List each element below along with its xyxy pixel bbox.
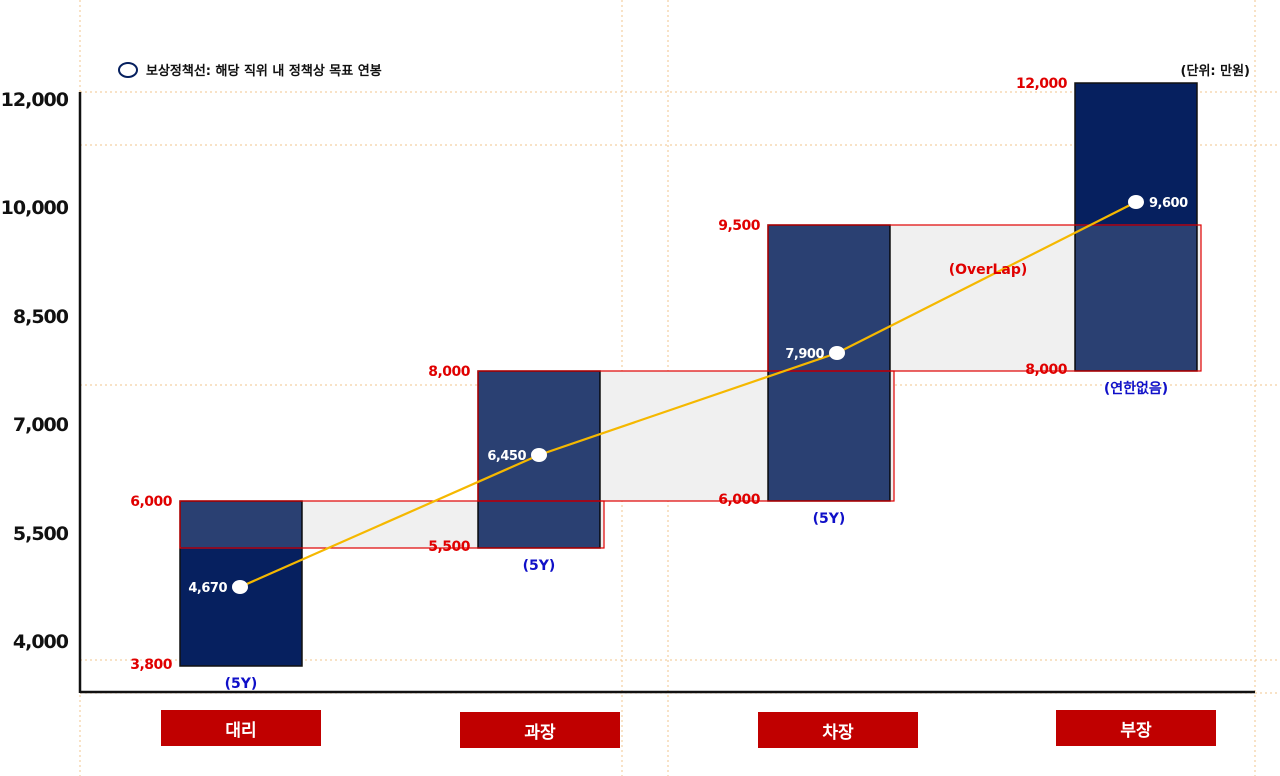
policy-line: 4,670 6,450 7,900 9,600 [188, 195, 1189, 596]
range-note-label: (5Y) [813, 511, 846, 527]
range-note-label: (5Y) [523, 558, 556, 574]
range-bars [179, 82, 1198, 667]
overlap-band-borders [179, 224, 1202, 549]
policy-point [232, 580, 248, 594]
y-tick-label: 4,000 [13, 631, 69, 653]
range-max-label: 6,000 [130, 494, 173, 510]
range-max-label: 9,500 [718, 218, 761, 234]
category-label: 대리 [161, 710, 321, 746]
policy-value-label: 9,600 [1149, 196, 1188, 211]
range-max-label: 12,000 [1016, 76, 1068, 92]
overlap-band-border [767, 224, 1202, 372]
overlap-label: (OverLap) [949, 262, 1028, 278]
policy-line-path [239, 201, 1137, 589]
legend: 보상정책선: 해당 직위 내 정책상 목표 연봉 [118, 62, 382, 79]
y-axis-ticks: 4,000 5,500 7,000 8,500 10,000 12,000 [1, 89, 70, 653]
bar-overlap-segment [479, 502, 599, 547]
range-min-label: 8,000 [1025, 362, 1068, 378]
overlap-band-border [477, 370, 895, 502]
category-label: 부장 [1056, 710, 1216, 746]
range-min-label: 6,000 [718, 492, 761, 508]
overlap-bands [180, 225, 1201, 548]
policy-point [531, 448, 547, 462]
unit-label: (단위: 만원) [1181, 63, 1250, 79]
category-label: 과장 [460, 712, 620, 748]
bar-overlap-segment [769, 372, 889, 500]
overlap-band-border [179, 500, 605, 549]
bar-overlap-segment [479, 372, 599, 500]
range-max-label: 8,000 [428, 364, 471, 380]
y-tick-label: 7,000 [13, 414, 69, 436]
y-tick-label: 12,000 [1, 89, 69, 111]
axes [78, 92, 1255, 694]
policy-point [1128, 195, 1144, 209]
range-min-label: 5,500 [428, 539, 471, 555]
range-min-label: 3,800 [130, 657, 173, 673]
legend-marker-icon [118, 62, 138, 78]
range-note-label: (5Y) [225, 676, 258, 692]
y-tick-label: 5,500 [13, 523, 69, 545]
y-tick-label: 8,500 [13, 306, 69, 328]
category-label: 차장 [758, 712, 918, 748]
range-note-label: (연한없음) [1104, 381, 1168, 397]
bar-overlap-segment [769, 226, 889, 370]
policy-value-label: 4,670 [188, 581, 227, 596]
bar-overlap-segment [181, 502, 301, 547]
bar-overlap-segment [1076, 226, 1196, 370]
range-labels: 6,000 3,800 (5Y) 8,000 5,500 (5Y) 9,500 6,000 (5… [130, 76, 1168, 692]
y-tick-label: 10,000 [1, 197, 69, 219]
legend-text: 보상정책선: 해당 직위 내 정책상 목표 연봉 [146, 63, 382, 79]
policy-point [829, 346, 845, 360]
policy-value-label: 7,900 [785, 347, 824, 362]
policy-value-label: 6,450 [487, 449, 526, 464]
